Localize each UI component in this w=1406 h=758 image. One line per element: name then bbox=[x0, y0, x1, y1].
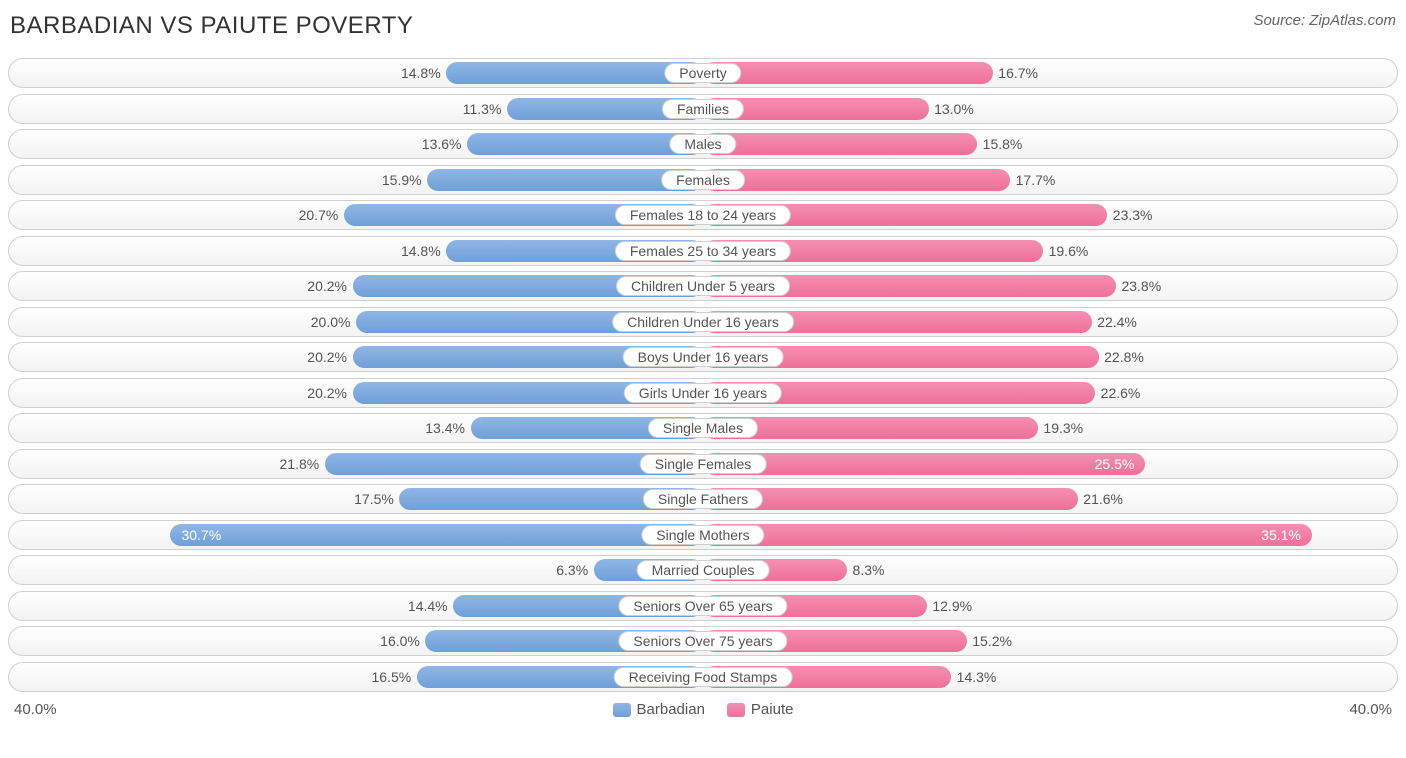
legend: Barbadian Paiute bbox=[613, 701, 794, 718]
legend-swatch-a bbox=[613, 703, 631, 717]
chart-row: 13.6% 15.8% Males bbox=[8, 129, 1398, 159]
chart-row: 13.4% 19.3% Single Males bbox=[8, 413, 1398, 443]
value-label-a: 30.7% bbox=[181, 527, 221, 543]
value-label-b: 22.6% bbox=[1101, 385, 1141, 401]
value-label-b: 21.6% bbox=[1083, 491, 1123, 507]
diverging-bar-chart: 14.8% 16.7% Poverty 11.3% 13.0% Families 13.6%… bbox=[8, 58, 1398, 692]
category-label: Receiving Food Stamps bbox=[614, 667, 793, 687]
chart-row: 20.2% 23.8% Children Under 5 years bbox=[8, 271, 1398, 301]
value-label-a: 14.8% bbox=[401, 243, 441, 259]
category-label: Boys Under 16 years bbox=[623, 347, 784, 367]
chart-row: 20.0% 22.4% Children Under 16 years bbox=[8, 307, 1398, 337]
value-label-b: 19.3% bbox=[1043, 420, 1083, 436]
value-label-a: 20.2% bbox=[307, 349, 347, 365]
value-label-a: 13.4% bbox=[425, 420, 465, 436]
chart-row: 20.7% 23.3% Females 18 to 24 years bbox=[8, 200, 1398, 230]
category-label: Seniors Over 65 years bbox=[618, 596, 787, 616]
value-label-a: 20.2% bbox=[307, 385, 347, 401]
value-label-a: 11.3% bbox=[463, 101, 502, 117]
value-label-b: 16.7% bbox=[998, 65, 1038, 81]
value-label-b: 22.4% bbox=[1097, 314, 1137, 330]
bar-series-b bbox=[703, 453, 1145, 475]
value-label-b: 35.1% bbox=[1261, 527, 1301, 543]
value-label-a: 20.2% bbox=[307, 278, 347, 294]
value-label-a: 13.6% bbox=[422, 136, 462, 152]
category-label: Single Females bbox=[640, 454, 767, 474]
value-label-a: 16.0% bbox=[380, 633, 420, 649]
chart-row: 14.8% 19.6% Females 25 to 34 years bbox=[8, 236, 1398, 266]
axis-left-max: 40.0% bbox=[14, 701, 57, 718]
bar-series-a bbox=[170, 524, 703, 546]
chart-footer: 40.0% Barbadian Paiute 40.0% bbox=[8, 697, 1398, 718]
category-label: Poverty bbox=[664, 63, 741, 83]
chart-row: 21.8% 25.5% Single Females bbox=[8, 449, 1398, 479]
category-label: Males bbox=[669, 134, 736, 154]
value-label-a: 16.5% bbox=[371, 669, 411, 685]
value-label-b: 15.8% bbox=[983, 136, 1023, 152]
value-label-b: 23.8% bbox=[1121, 278, 1161, 294]
legend-item-a: Barbadian bbox=[613, 701, 705, 718]
bar-series-a bbox=[467, 133, 703, 155]
value-label-b: 8.3% bbox=[853, 562, 885, 578]
chart-row: 16.0% 15.2% Seniors Over 75 years bbox=[8, 626, 1398, 656]
axis-right-max: 40.0% bbox=[1349, 701, 1392, 718]
category-label: Seniors Over 75 years bbox=[618, 631, 787, 651]
chart-row: 20.2% 22.6% Girls Under 16 years bbox=[8, 378, 1398, 408]
legend-label-a: Barbadian bbox=[637, 701, 705, 718]
chart-row: 16.5% 14.3% Receiving Food Stamps bbox=[8, 662, 1398, 692]
category-label: Families bbox=[662, 99, 744, 119]
chart-row: 15.9% 17.7% Females bbox=[8, 165, 1398, 195]
value-label-b: 19.6% bbox=[1049, 243, 1089, 259]
legend-swatch-b bbox=[727, 703, 745, 717]
value-label-a: 21.8% bbox=[280, 456, 320, 472]
value-label-b: 17.7% bbox=[1016, 172, 1056, 188]
value-label-b: 12.9% bbox=[932, 598, 972, 614]
category-label: Single Fathers bbox=[643, 489, 763, 509]
value-label-a: 14.4% bbox=[408, 598, 448, 614]
chart-row: 20.2% 22.8% Boys Under 16 years bbox=[8, 342, 1398, 372]
category-label: Single Males bbox=[648, 418, 758, 438]
value-label-a: 20.7% bbox=[299, 207, 339, 223]
category-label: Females bbox=[661, 170, 745, 190]
chart-row: 17.5% 21.6% Single Fathers bbox=[8, 484, 1398, 514]
legend-label-b: Paiute bbox=[751, 701, 794, 718]
bar-series-b bbox=[703, 133, 977, 155]
chart-row: 14.4% 12.9% Seniors Over 65 years bbox=[8, 591, 1398, 621]
value-label-b: 15.2% bbox=[972, 633, 1012, 649]
chart-header: BARBADIAN VS PAIUTE POVERTY Source: ZipA… bbox=[8, 8, 1398, 58]
category-label: Children Under 5 years bbox=[616, 276, 790, 296]
category-label: Females 18 to 24 years bbox=[615, 205, 791, 225]
bar-series-b bbox=[703, 62, 993, 84]
bar-series-b bbox=[703, 169, 1010, 191]
legend-item-b: Paiute bbox=[727, 701, 794, 718]
chart-title: BARBADIAN VS PAIUTE POVERTY bbox=[10, 12, 413, 40]
chart-row: 6.3% 8.3% Married Couples bbox=[8, 555, 1398, 585]
chart-row: 30.7% 35.1% Single Mothers bbox=[8, 520, 1398, 550]
chart-row: 14.8% 16.7% Poverty bbox=[8, 58, 1398, 88]
value-label-b: 22.8% bbox=[1104, 349, 1144, 365]
category-label: Married Couples bbox=[637, 560, 770, 580]
category-label: Females 25 to 34 years bbox=[615, 241, 791, 261]
value-label-b: 23.3% bbox=[1113, 207, 1153, 223]
chart-source: Source: ZipAtlas.com bbox=[1253, 12, 1396, 29]
value-label-a: 17.5% bbox=[354, 491, 394, 507]
category-label: Single Mothers bbox=[641, 525, 764, 545]
value-label-a: 14.8% bbox=[401, 65, 441, 81]
value-label-a: 6.3% bbox=[556, 562, 588, 578]
value-label-a: 20.0% bbox=[311, 314, 351, 330]
category-label: Girls Under 16 years bbox=[624, 383, 782, 403]
chart-row: 11.3% 13.0% Families bbox=[8, 94, 1398, 124]
value-label-b: 25.5% bbox=[1095, 456, 1135, 472]
bar-series-b bbox=[703, 524, 1312, 546]
value-label-a: 15.9% bbox=[382, 172, 422, 188]
value-label-b: 14.3% bbox=[957, 669, 997, 685]
category-label: Children Under 16 years bbox=[612, 312, 794, 332]
value-label-b: 13.0% bbox=[934, 101, 974, 117]
